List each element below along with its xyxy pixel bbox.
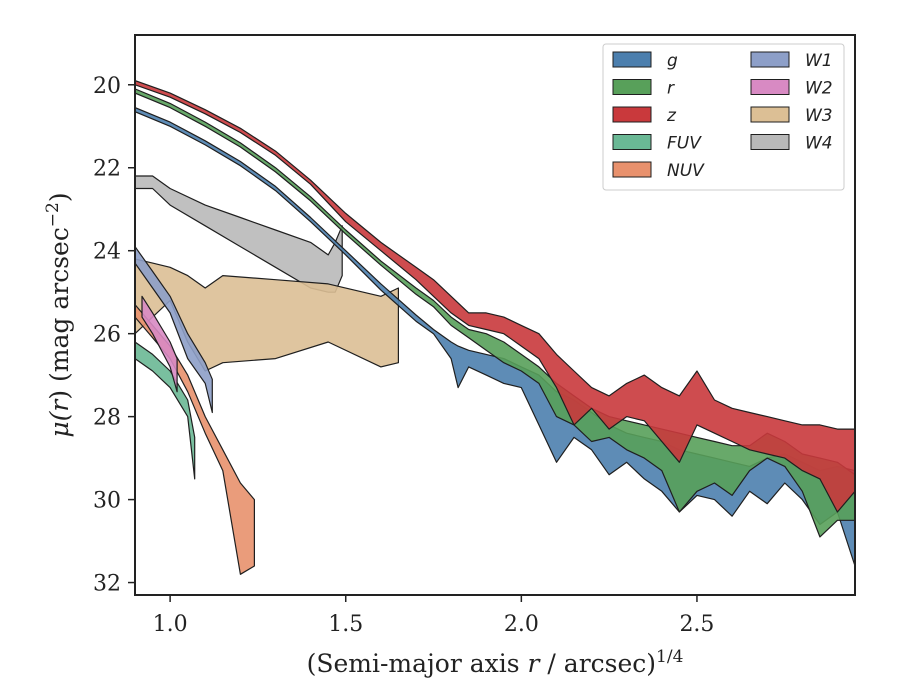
y-tick-label: 26 [93,323,121,348]
band-w4 [135,175,343,293]
legend-swatch-z [612,106,652,123]
x-tick-label: 1.0 [153,612,188,637]
legend-swatch-w1 [750,51,790,68]
legend-label-w3: W3 [805,106,833,126]
band-z [135,79,855,513]
band-r [135,88,855,538]
x-tick-label: 2.0 [504,612,539,637]
x-axis-title: (Semi-major axis r / arcsec)1/4 [307,647,684,678]
y-tick-label: 22 [93,157,121,182]
y-tick-label: 24 [93,240,121,265]
legend-label-w4: W4 [805,134,833,154]
legend-swatch-w4 [750,134,790,150]
y-tick-label: 28 [93,406,121,431]
y-tick-label: 30 [93,489,121,514]
legend-swatch-w2 [750,79,790,95]
plot-frame [134,34,856,596]
legend-label-w1: W1 [805,51,833,71]
x-tick-label: 2.5 [679,612,714,637]
legend-label-g: g [667,51,678,71]
band-w1 [135,246,213,414]
series-layer [135,79,855,575]
legend-swatch-nuv [612,161,652,178]
legend-swatch-fuv [612,134,652,150]
legend-label-w2: W2 [805,79,833,99]
ticks-layer: 1.0 1.5 2.0 2.5 20 22 24 26 28 30 32 [93,74,714,637]
y-tick-label: 32 [93,572,121,597]
legend-swatch-r [612,79,652,95]
band-w2 [141,295,178,393]
legend-label-fuv: FUV [667,134,702,154]
legend-label-z: z [666,106,677,126]
legend-swatch-g [612,51,652,68]
legend: grz FUV NUV W1 W2 W3 W4 [602,43,845,191]
y-axis-title: μ(r) (mag arcsec−2) [43,192,74,437]
legend-label-r: r [667,79,675,99]
y-tick-label: 20 [93,74,121,99]
legend-label-nuv: NUV [667,161,705,181]
legend-swatch-w3 [750,106,790,123]
x-tick-label: 1.5 [328,612,363,637]
band-fuv [135,341,196,480]
